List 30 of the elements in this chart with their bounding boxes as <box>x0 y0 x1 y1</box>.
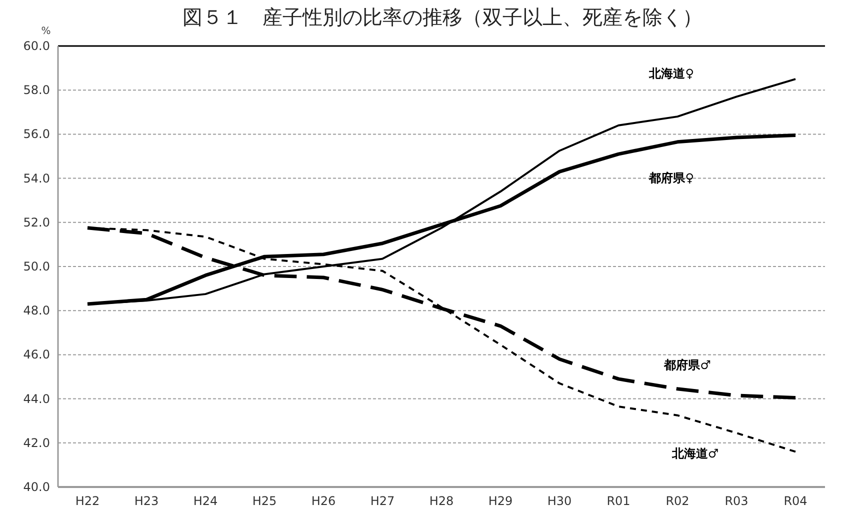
x-tick-label: H26 <box>311 494 336 508</box>
y-tick-label: 42.0 <box>23 436 50 450</box>
x-tick-label: H23 <box>134 494 159 508</box>
series-label: 北海道♂ <box>670 446 719 460</box>
y-tick-label: 58.0 <box>23 83 50 98</box>
y-tick-label: 48.0 <box>23 304 50 318</box>
x-tick-label: H24 <box>193 494 218 508</box>
x-tick-label: H29 <box>488 494 513 508</box>
y-axis-title: % <box>41 26 51 37</box>
x-tick-label: H27 <box>370 494 395 508</box>
y-tick-label: 52.0 <box>23 215 50 230</box>
text: 北海道♀ <box>648 66 694 80</box>
y-tick-label: 56.0 <box>23 127 50 142</box>
series-label: 都府県♀ <box>648 171 694 186</box>
y-tick-label: 60.0 <box>23 39 50 53</box>
y-tick-label: 46.0 <box>23 348 50 362</box>
x-tick-label: R01 <box>606 494 630 508</box>
x-tick-label: H22 <box>75 494 100 508</box>
y-tick-label: 40.0 <box>23 480 50 494</box>
x-tick-label: H25 <box>252 494 277 508</box>
y-tick-label: 50.0 <box>23 260 50 274</box>
y-tick-label: 54.0 <box>23 171 50 186</box>
x-tick-label: R03 <box>724 494 748 508</box>
x-tick-label: R04 <box>784 494 808 508</box>
chart-title: 図５１ 産子性別の比率の推移（双子以上、死産を除く） <box>182 5 702 29</box>
x-tick-label: H30 <box>547 494 572 508</box>
x-tick-label: R02 <box>666 494 690 508</box>
x-tick-label: H28 <box>429 494 454 508</box>
series-label: 都府県♂ <box>663 358 711 372</box>
y-tick-label: 44.0 <box>23 392 50 406</box>
